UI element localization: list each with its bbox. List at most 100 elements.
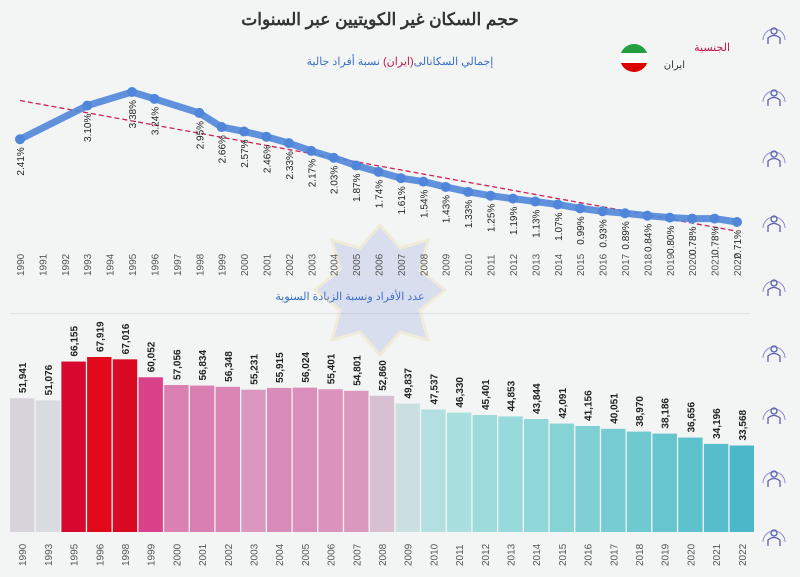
home-cycle-icon[interactable] bbox=[760, 522, 788, 550]
line-point bbox=[261, 131, 272, 142]
line-x-tick: 1993 bbox=[83, 253, 94, 276]
line-x-tick: 1997 bbox=[173, 253, 184, 276]
line-point bbox=[485, 190, 496, 201]
bar bbox=[10, 398, 35, 532]
line-point bbox=[664, 212, 675, 223]
people-group-icon[interactable] bbox=[760, 20, 788, 48]
bar-x-tick: 2013 bbox=[507, 543, 518, 566]
bar-x-tick: 2005 bbox=[301, 543, 312, 566]
bar-data-label: 55,231 bbox=[250, 354, 261, 385]
bar bbox=[138, 377, 163, 532]
bar-data-label: 34,196 bbox=[712, 408, 723, 439]
growth-people-icon[interactable] bbox=[760, 143, 788, 171]
bar-data-label: 67,016 bbox=[121, 323, 132, 354]
line-data-label: 1.43% bbox=[442, 195, 453, 223]
line-data-label: 0.99% bbox=[576, 216, 587, 244]
bar-x-tick: 1995 bbox=[70, 543, 81, 566]
line-point bbox=[239, 126, 250, 137]
line-chart-title: إجمالي السكانالى(ايران) نسبة أفراد جالية bbox=[200, 55, 600, 68]
bar bbox=[601, 428, 626, 532]
nationality-legend: الجنسية ايران bbox=[620, 38, 740, 78]
line-x-tick: 2006 bbox=[375, 253, 386, 276]
line-data-label: 2.46% bbox=[262, 145, 273, 173]
line-point bbox=[619, 208, 630, 219]
bar bbox=[35, 400, 61, 532]
line-data-label: 3.38% bbox=[128, 100, 139, 128]
gear-people-icon[interactable] bbox=[760, 272, 788, 300]
bar bbox=[472, 415, 497, 532]
line-data-label: 2.95% bbox=[195, 121, 206, 149]
bar-data-label: 56,024 bbox=[301, 352, 312, 383]
bar-data-label: 40,051 bbox=[609, 393, 620, 424]
line-point bbox=[216, 122, 227, 133]
bar-x-tick: 1993 bbox=[44, 543, 55, 566]
line-x-tick: 1990 bbox=[16, 253, 27, 276]
line-x-tick: 1996 bbox=[150, 253, 161, 276]
bar-data-label: 33,568 bbox=[738, 409, 749, 440]
divider bbox=[10, 313, 750, 314]
bar-x-tick: 2006 bbox=[327, 543, 338, 566]
bar-people-icon[interactable] bbox=[760, 208, 788, 236]
line-data-label: 1.33% bbox=[464, 200, 475, 228]
line-point bbox=[194, 107, 205, 118]
line-data-label: 0.78% bbox=[688, 226, 699, 254]
line-data-label: 1.61% bbox=[397, 186, 408, 214]
bar-x-tick: 1998 bbox=[121, 543, 132, 566]
family-icon[interactable] bbox=[760, 400, 788, 428]
line-data-label: 2.03% bbox=[330, 166, 341, 194]
bar-x-tick: 2012 bbox=[481, 543, 492, 566]
bar bbox=[189, 385, 215, 532]
line-x-tick: 2007 bbox=[397, 253, 408, 276]
line-data-label: 0.93% bbox=[599, 219, 610, 247]
line-point bbox=[351, 160, 362, 171]
bar-data-label: 57,056 bbox=[172, 349, 183, 380]
bar bbox=[369, 395, 395, 532]
line-point bbox=[709, 213, 720, 224]
line-data-label: 2.41% bbox=[16, 147, 27, 175]
bar bbox=[215, 386, 240, 532]
line-data-label: 1.54% bbox=[419, 189, 430, 217]
bar bbox=[395, 403, 420, 532]
line-data-label: 0.71% bbox=[733, 230, 744, 258]
line-point bbox=[507, 193, 518, 204]
line-data-label: 2.17% bbox=[307, 159, 318, 187]
bar-x-tick: 2002 bbox=[224, 543, 235, 566]
bar bbox=[498, 416, 523, 532]
line-x-tick: 1991 bbox=[38, 253, 49, 276]
line-data-label: 2.33% bbox=[285, 151, 296, 179]
line-x-tick: 2009 bbox=[442, 253, 453, 276]
line-data-label: 1.25% bbox=[487, 204, 498, 232]
bar bbox=[626, 431, 652, 532]
bar bbox=[87, 357, 112, 532]
line-data-label: 0.78% bbox=[711, 226, 722, 254]
bar-data-label: 54,801 bbox=[352, 355, 363, 386]
bar-x-tick: 2001 bbox=[198, 543, 209, 566]
bar bbox=[575, 425, 600, 532]
network-people-icon[interactable] bbox=[760, 82, 788, 110]
bar bbox=[344, 390, 369, 532]
line-point bbox=[530, 196, 541, 207]
bar-data-label: 51,076 bbox=[44, 364, 55, 395]
line-data-label: 0.84% bbox=[643, 224, 654, 252]
line-point bbox=[328, 152, 339, 163]
home-family-icon[interactable] bbox=[760, 463, 788, 491]
line-data-label: 2.57% bbox=[240, 139, 251, 167]
worker-gear-icon[interactable] bbox=[760, 338, 788, 366]
bar-x-tick: 1999 bbox=[147, 543, 158, 566]
bar-x-tick: 2000 bbox=[172, 543, 183, 566]
bar-x-tick: 2016 bbox=[584, 543, 595, 566]
subtitle-part2: الى bbox=[413, 56, 430, 68]
line-point bbox=[642, 210, 653, 221]
line-point bbox=[463, 186, 474, 197]
bar-data-label: 38,970 bbox=[635, 396, 646, 427]
bar-data-label: 49,837 bbox=[404, 368, 415, 399]
page-title: حجم السكان غير الكويتيين عبر السنوات bbox=[241, 10, 519, 29]
bar-x-tick: 1996 bbox=[95, 543, 106, 566]
bar-data-label: 56,834 bbox=[198, 350, 209, 381]
bar-x-tick: 2008 bbox=[378, 543, 389, 566]
bar-x-tick: 2003 bbox=[250, 543, 261, 566]
bar-x-tick: 2022 bbox=[738, 543, 749, 566]
bar-data-label: 46,330 bbox=[455, 377, 466, 408]
bar-x-tick: 2010 bbox=[429, 543, 440, 566]
line-point bbox=[732, 217, 742, 227]
